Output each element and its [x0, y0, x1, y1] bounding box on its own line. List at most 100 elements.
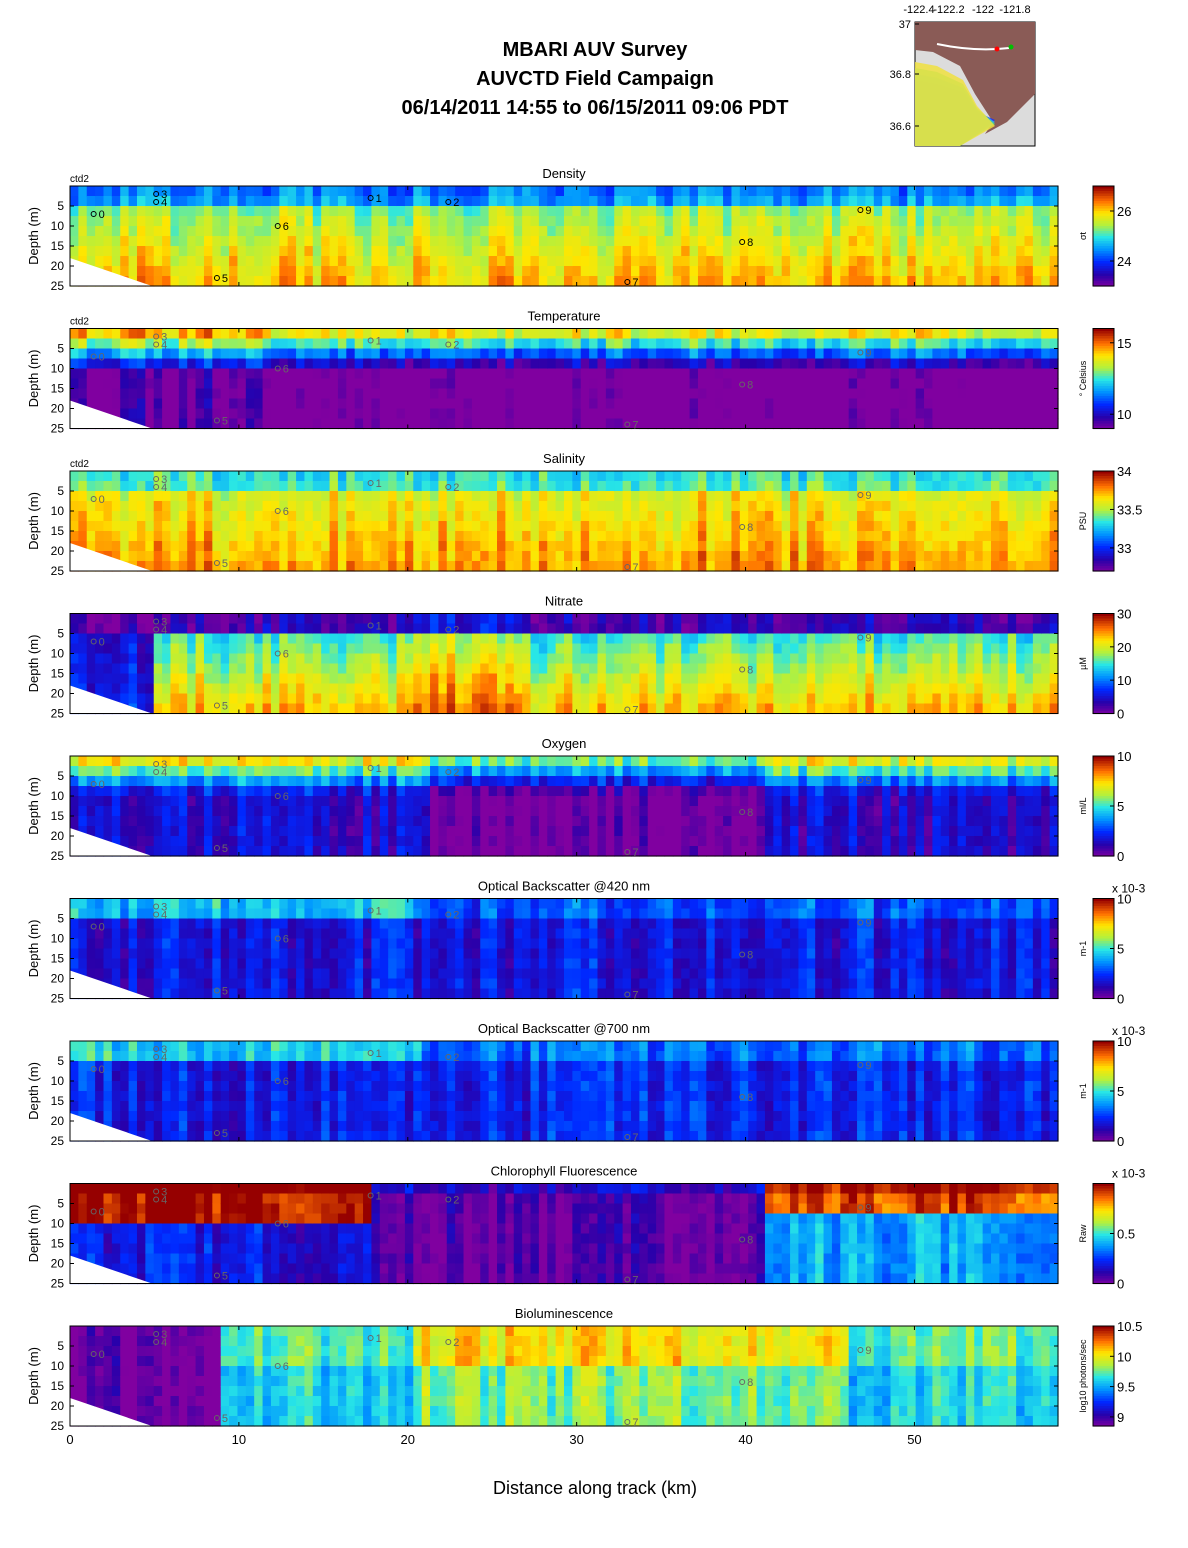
- heatmap-cell: [656, 623, 666, 635]
- heatmap-cell: [95, 511, 105, 522]
- colorbar-segment: [1093, 333, 1114, 337]
- heatmap-cell: [304, 491, 314, 502]
- heatmap-cell: [848, 378, 858, 390]
- heatmap-cell: [170, 276, 180, 287]
- heatmap-cell: [739, 348, 749, 360]
- heatmap-cell: [974, 206, 984, 217]
- heatmap-cell: [706, 673, 716, 685]
- heatmap-cell: [430, 398, 439, 410]
- heatmap-cell: [790, 216, 800, 227]
- heatmap-cell: [371, 561, 381, 572]
- heatmap-cell: [873, 653, 883, 665]
- heatmap-cell: [145, 328, 155, 340]
- heatmap-cell: [898, 408, 908, 420]
- heatmap-cell: [346, 206, 356, 217]
- heatmap-cell: [932, 408, 942, 420]
- station-label: 9: [865, 490, 871, 502]
- heatmap-cell: [622, 551, 632, 562]
- heatmap-cell: [262, 653, 272, 665]
- heatmap-cell: [580, 226, 590, 237]
- heatmap-cell: [672, 408, 682, 420]
- heatmap-cell: [790, 491, 800, 502]
- heatmap-cell: [672, 398, 682, 410]
- heatmap-cell: [731, 623, 741, 635]
- heatmap-cell: [622, 491, 632, 502]
- heatmap-cell: [764, 693, 774, 705]
- heatmap-cell: [940, 693, 950, 705]
- heatmap-cell: [882, 256, 892, 267]
- heatmap-cell: [555, 276, 565, 287]
- heatmap-cell: [388, 561, 398, 572]
- heatmap-cell: [647, 266, 657, 277]
- heatmap-cell: [354, 256, 364, 267]
- heatmap-cell: [882, 633, 892, 645]
- heatmap-cell: [212, 531, 222, 542]
- heatmap-cell: [580, 653, 590, 665]
- heatmap-cell: [312, 216, 322, 227]
- heatmap-cell: [237, 481, 247, 492]
- heatmap-cell: [1049, 246, 1059, 257]
- heatmap-cell: [564, 501, 573, 512]
- heatmap-cell: [848, 561, 858, 572]
- heatmap-cell: [907, 551, 917, 562]
- heatmap-cell: [145, 471, 155, 482]
- heatmap-cell: [388, 348, 398, 360]
- heatmap-cell: [547, 531, 557, 542]
- heatmap-cell: [237, 471, 247, 482]
- heatmap-cell: [882, 388, 892, 400]
- heatmap-cell: [1032, 521, 1042, 532]
- heatmap-cell: [865, 633, 875, 645]
- heatmap-cell: [656, 501, 666, 512]
- heatmap-cell: [564, 256, 573, 267]
- heatmap-cell: [907, 338, 917, 350]
- heatmap-cell: [639, 226, 649, 237]
- heatmap-cell: [530, 481, 540, 492]
- heatmap-cell: [396, 561, 406, 572]
- station-label: 6: [283, 506, 289, 518]
- heatmap-cell: [388, 246, 398, 257]
- heatmap-cell: [304, 418, 314, 430]
- heatmap-cell: [806, 511, 816, 522]
- heatmap-cell: [1024, 471, 1034, 482]
- heatmap-cell: [95, 368, 105, 380]
- station-label: 1: [376, 193, 382, 205]
- heatmap-cell: [178, 613, 188, 625]
- heatmap-cell: [848, 511, 858, 522]
- heatmap-cell: [630, 703, 640, 715]
- heatmap-cell: [396, 328, 406, 340]
- heatmap-cell: [488, 643, 498, 655]
- heatmap-cell: [438, 471, 448, 482]
- heatmap-cell: [337, 348, 347, 360]
- heatmap-cell: [656, 358, 666, 370]
- heatmap-cell: [630, 663, 640, 675]
- heatmap-cell: [1041, 256, 1051, 267]
- heatmap-cell: [949, 388, 959, 400]
- heatmap-cell: [949, 491, 959, 502]
- heatmap-cell: [396, 236, 406, 247]
- heatmap-cell: [873, 186, 883, 197]
- heatmap-cell: [212, 561, 222, 572]
- heatmap-cell: [312, 398, 322, 410]
- heatmap-cell: [538, 388, 548, 400]
- heatmap-cell: [329, 561, 339, 572]
- heatmap-cell: [597, 663, 607, 675]
- heatmap-cell: [430, 703, 439, 715]
- heatmap-cell: [924, 186, 933, 197]
- heatmap-cell: [270, 338, 280, 350]
- heatmap-cell: [145, 186, 155, 197]
- heatmap-cell: [982, 551, 992, 562]
- heatmap-cell: [530, 338, 540, 350]
- heatmap-cell: [178, 216, 188, 227]
- heatmap-cell: [254, 471, 264, 482]
- heatmap-cell: [672, 328, 682, 340]
- heatmap-cell: [739, 216, 749, 227]
- heatmap-cell: [195, 531, 205, 542]
- heatmap-cell: [203, 328, 213, 340]
- heatmap-cell: [497, 663, 506, 675]
- heatmap-cell: [1024, 501, 1034, 512]
- heatmap-cell: [321, 481, 331, 492]
- heatmap-cell: [480, 521, 490, 532]
- heatmap-cell: [706, 216, 716, 227]
- colorbar-segment: [1093, 551, 1114, 555]
- heatmap-cell: [480, 511, 490, 522]
